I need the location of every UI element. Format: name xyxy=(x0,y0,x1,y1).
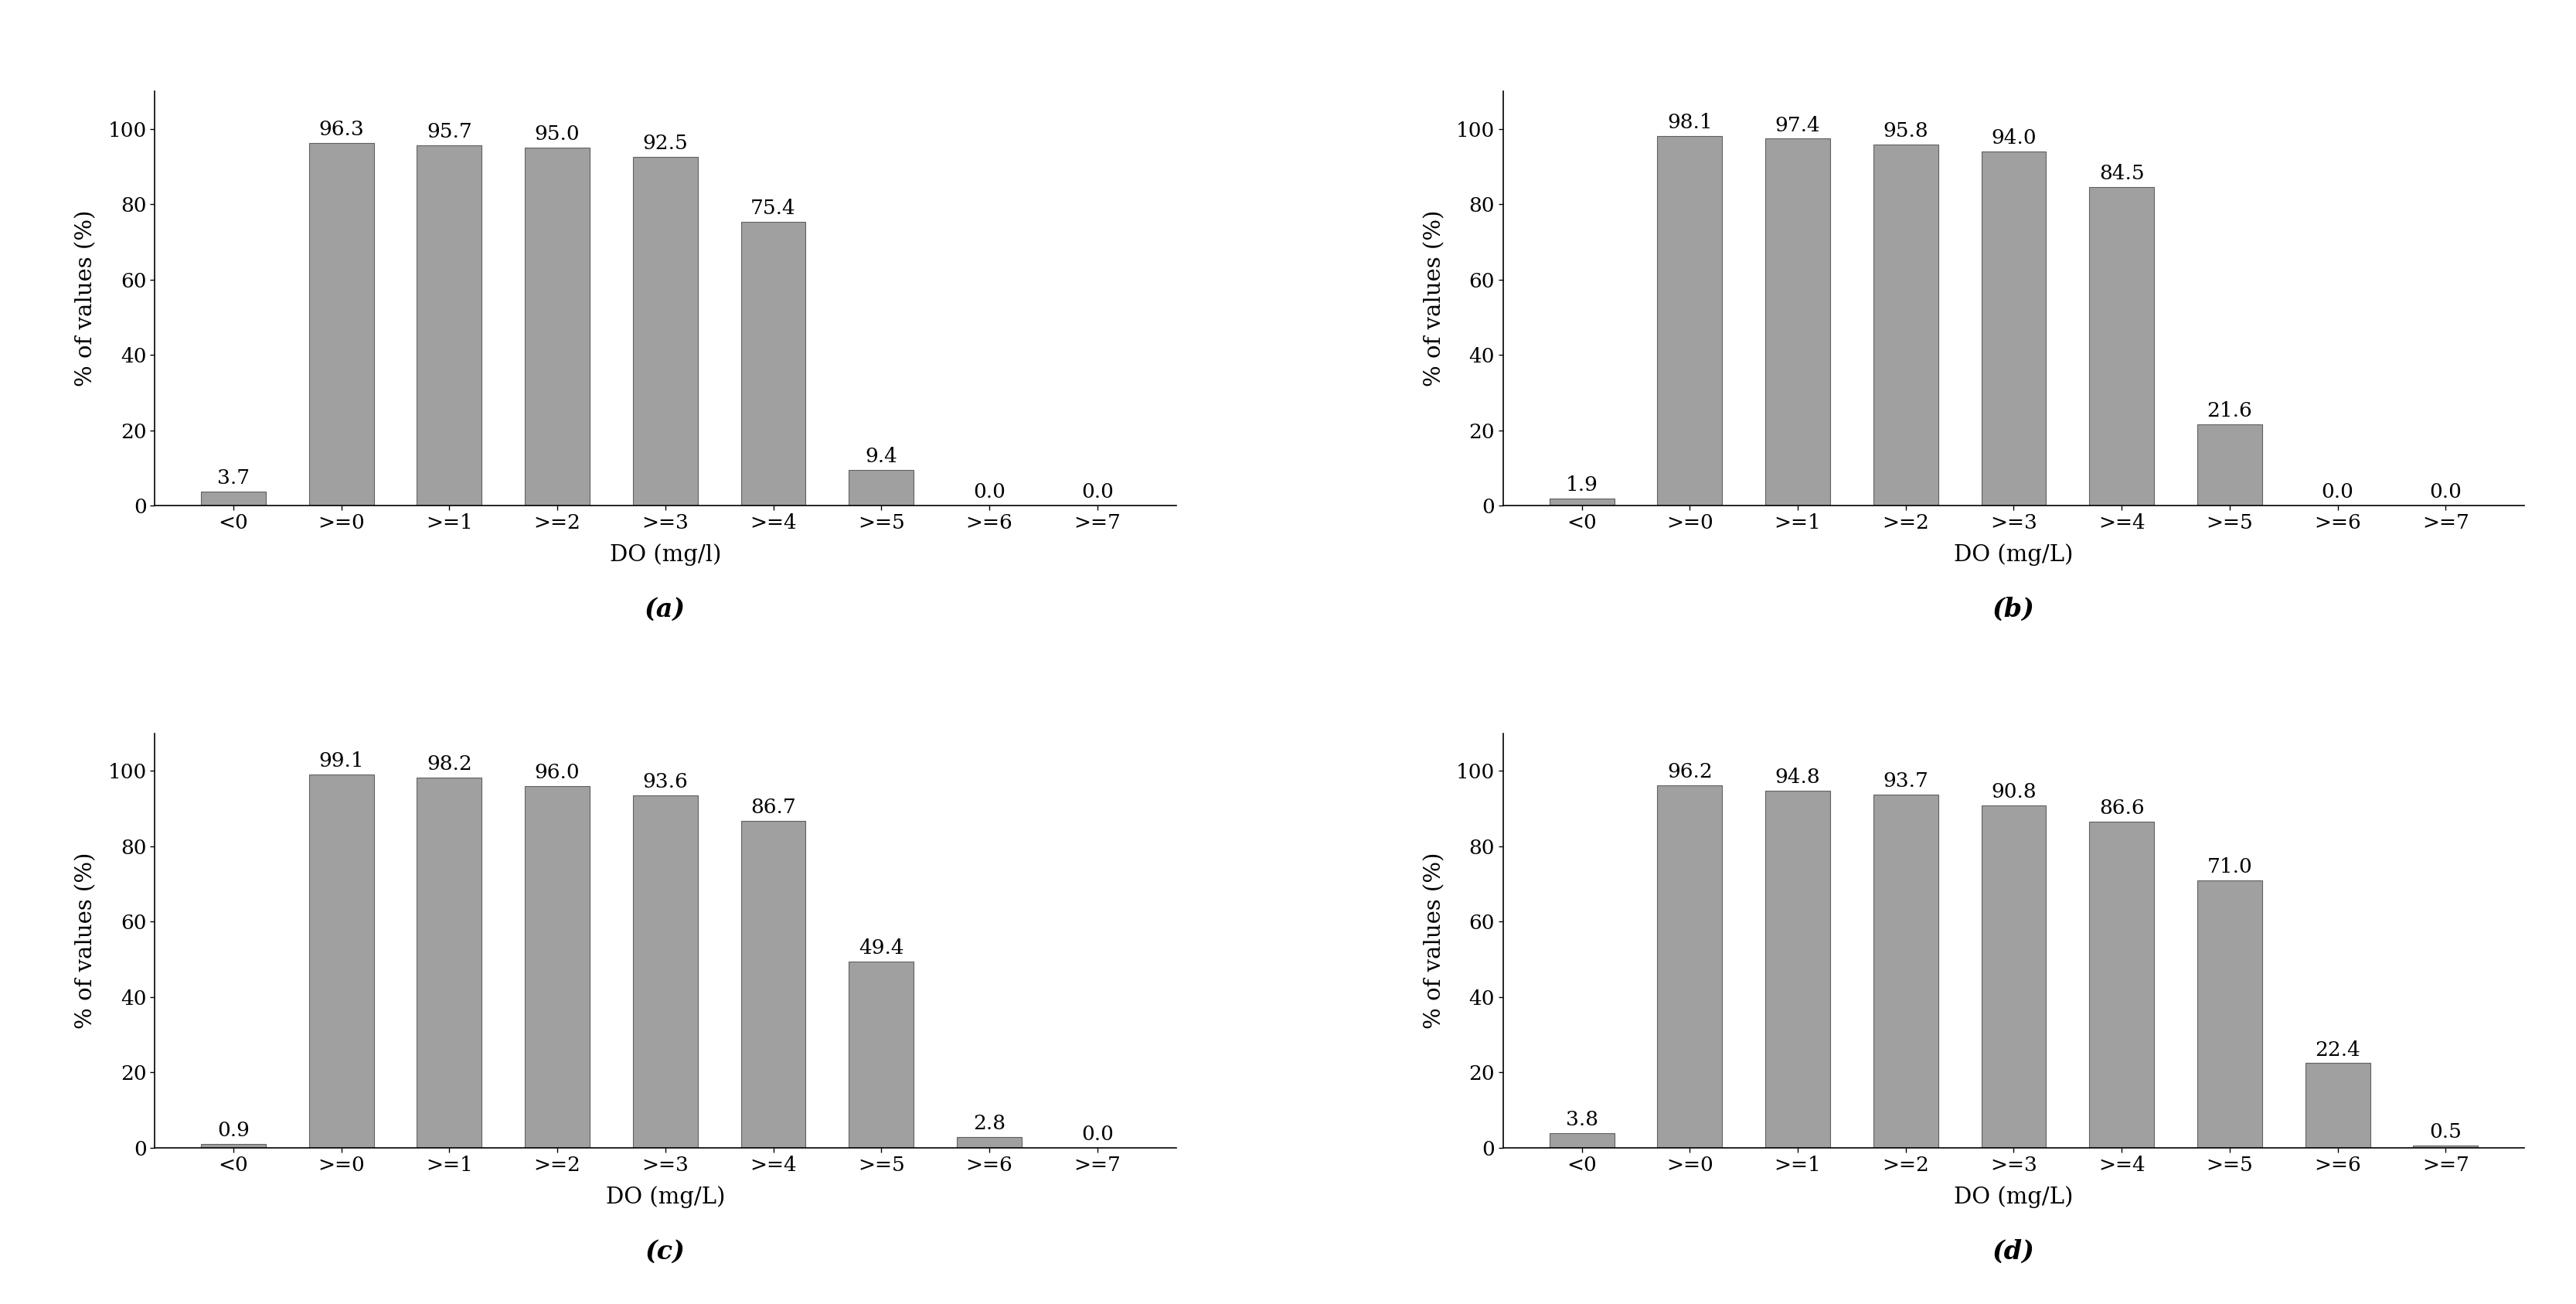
Bar xyxy=(1656,136,1723,506)
Bar xyxy=(2089,188,2154,506)
Text: 75.4: 75.4 xyxy=(750,198,796,218)
Text: 49.4: 49.4 xyxy=(858,939,904,957)
Bar xyxy=(956,1137,1023,1148)
Bar xyxy=(1548,498,1615,506)
X-axis label: DO (mg/L): DO (mg/L) xyxy=(1955,544,2074,566)
Text: 0.0: 0.0 xyxy=(1082,482,1113,502)
Text: 84.5: 84.5 xyxy=(2099,164,2143,184)
Bar xyxy=(1873,794,1937,1148)
Text: 0.0: 0.0 xyxy=(1082,1124,1113,1144)
Y-axis label: % of values (%): % of values (%) xyxy=(75,210,98,387)
Text: 0.0: 0.0 xyxy=(974,482,1005,502)
Bar xyxy=(417,145,482,506)
Text: 2.8: 2.8 xyxy=(974,1114,1005,1133)
Text: 98.1: 98.1 xyxy=(1667,113,1713,132)
Text: 96.0: 96.0 xyxy=(536,763,580,782)
Text: 96.2: 96.2 xyxy=(1667,762,1713,781)
Bar xyxy=(1981,806,2045,1148)
Text: 92.5: 92.5 xyxy=(641,134,688,154)
Y-axis label: % of values (%): % of values (%) xyxy=(75,852,98,1029)
Text: 3.8: 3.8 xyxy=(1566,1110,1597,1129)
Bar xyxy=(1656,785,1723,1148)
Bar xyxy=(742,222,806,506)
Bar xyxy=(526,786,590,1148)
Bar xyxy=(1765,138,1829,506)
Bar xyxy=(1981,151,2045,506)
Bar xyxy=(634,158,698,506)
Bar xyxy=(2197,880,2262,1148)
Text: 95.7: 95.7 xyxy=(428,123,471,141)
Text: 71.0: 71.0 xyxy=(2208,857,2251,876)
Text: 3.7: 3.7 xyxy=(216,468,250,488)
Bar xyxy=(634,795,698,1148)
Text: (c): (c) xyxy=(644,1239,685,1265)
Text: 0.0: 0.0 xyxy=(2321,482,2354,502)
Bar xyxy=(2306,1063,2370,1148)
X-axis label: DO (mg/L): DO (mg/L) xyxy=(605,1185,724,1208)
Bar xyxy=(1548,1133,1615,1148)
Text: (b): (b) xyxy=(1991,597,2035,622)
Text: 9.4: 9.4 xyxy=(866,447,896,467)
Y-axis label: % of values (%): % of values (%) xyxy=(1425,210,1445,387)
Text: 0.9: 0.9 xyxy=(216,1121,250,1141)
Bar xyxy=(2197,424,2262,506)
Bar xyxy=(417,777,482,1148)
Text: 94.8: 94.8 xyxy=(1775,768,1821,786)
Bar xyxy=(201,1144,265,1148)
Bar xyxy=(526,147,590,506)
Text: 94.0: 94.0 xyxy=(1991,128,2038,147)
Text: 86.6: 86.6 xyxy=(2099,798,2143,818)
Bar xyxy=(2414,1146,2478,1148)
Text: 90.8: 90.8 xyxy=(1991,782,2038,802)
Bar xyxy=(850,471,914,506)
Text: (d): (d) xyxy=(1991,1239,2035,1265)
Bar xyxy=(201,492,265,506)
Text: 97.4: 97.4 xyxy=(1775,116,1821,134)
Text: 99.1: 99.1 xyxy=(319,751,363,771)
Text: 95.8: 95.8 xyxy=(1883,121,1929,141)
Bar xyxy=(850,961,914,1148)
Bar xyxy=(2089,822,2154,1148)
Text: 95.0: 95.0 xyxy=(536,125,580,143)
Text: 93.7: 93.7 xyxy=(1883,772,1929,792)
Text: 1.9: 1.9 xyxy=(1566,475,1597,494)
Bar xyxy=(309,775,374,1148)
X-axis label: DO (mg/l): DO (mg/l) xyxy=(611,544,721,566)
Bar xyxy=(742,822,806,1148)
Y-axis label: % of values (%): % of values (%) xyxy=(1425,852,1445,1029)
Text: 0.5: 0.5 xyxy=(2429,1123,2463,1142)
X-axis label: DO (mg/L): DO (mg/L) xyxy=(1955,1185,2074,1208)
Text: 86.7: 86.7 xyxy=(750,798,796,818)
Text: 93.6: 93.6 xyxy=(641,772,688,792)
Text: 98.2: 98.2 xyxy=(428,755,471,775)
Text: 21.6: 21.6 xyxy=(2208,402,2251,420)
Bar xyxy=(1873,145,1937,506)
Text: 22.4: 22.4 xyxy=(2316,1041,2360,1059)
Bar xyxy=(1765,790,1829,1148)
Bar xyxy=(309,143,374,506)
Text: 0.0: 0.0 xyxy=(2429,482,2463,502)
Text: (a): (a) xyxy=(644,597,685,622)
Text: 96.3: 96.3 xyxy=(319,120,363,140)
